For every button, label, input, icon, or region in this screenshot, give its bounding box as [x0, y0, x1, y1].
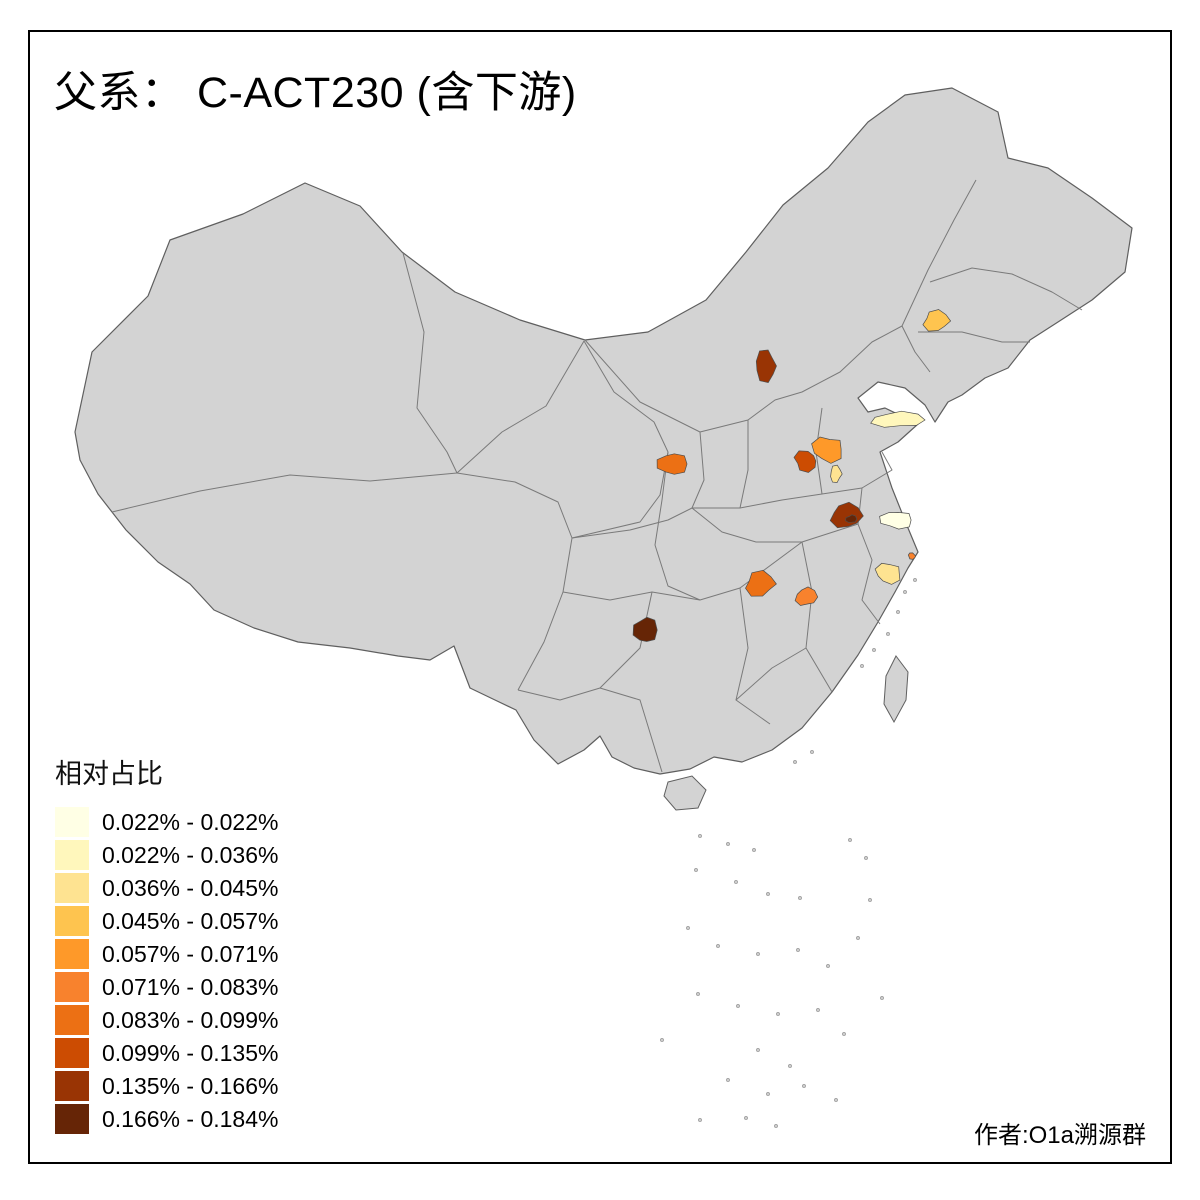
legend-title: 相对占比: [55, 759, 163, 789]
highlight-region-h2: [922, 309, 952, 332]
islet-mark: [903, 590, 907, 594]
islet-mark: [864, 856, 868, 860]
islet-mark: [872, 648, 876, 652]
islet-mark: [796, 948, 800, 952]
legend-item: 0.036% - 0.045%: [55, 873, 278, 903]
legend-item: 0.071% - 0.083%: [55, 972, 278, 1002]
credit-text: 作者:O1a溯源群: [973, 1122, 1146, 1149]
mainland-outline: [74, 87, 1133, 775]
legend-label: 0.022% - 0.036%: [102, 841, 279, 868]
highlight-region-h4: [656, 453, 688, 475]
islet-mark: [776, 1012, 780, 1016]
islet-mark: [793, 760, 797, 764]
islet-mark: [698, 834, 702, 838]
islet-mark: [896, 610, 900, 614]
highlight-region-h7: [830, 464, 843, 483]
legend-item: 0.083% - 0.099%: [55, 1005, 278, 1035]
hainan-island: [663, 775, 707, 811]
highlight-regions: [632, 309, 952, 642]
highlight-region-h12: [794, 586, 819, 606]
islet-mark: [856, 936, 860, 940]
islet-mark: [744, 1116, 748, 1120]
islet-mark: [734, 880, 738, 884]
islet-mark: [736, 1004, 740, 1008]
legend-swatch: [55, 1071, 89, 1101]
province-borders: [111, 179, 1083, 773]
islet-mark: [698, 1118, 702, 1122]
islet-mark: [880, 996, 884, 1000]
legend-swatch: [55, 873, 89, 903]
highlight-region-h13: [632, 616, 658, 642]
legend-item: 0.135% - 0.166%: [55, 1071, 278, 1101]
legend-swatch: [55, 906, 89, 936]
highlight-region-h8b: [845, 514, 858, 523]
legend-item: 0.057% - 0.071%: [55, 939, 278, 969]
highlight-region-h11: [745, 569, 777, 597]
islet-mark: [752, 848, 756, 852]
legend-swatch: [55, 972, 89, 1002]
islet-mark: [766, 892, 770, 896]
legend-label: 0.071% - 0.083%: [102, 973, 279, 1000]
legend-item: 0.022% - 0.022%: [55, 807, 278, 837]
page-title: 父系： C-ACT230 (含下游): [54, 69, 577, 117]
taiwan-island: [883, 655, 909, 724]
islet-mark: [716, 944, 720, 948]
islet-mark: [802, 1084, 806, 1088]
islet-mark: [686, 926, 690, 930]
legend-item: 0.099% - 0.135%: [55, 1038, 278, 1068]
legend-label: 0.083% - 0.099%: [102, 1006, 279, 1033]
legend-swatch: [55, 1005, 89, 1035]
legend-item: 0.166% - 0.184%: [55, 1104, 278, 1134]
islet-mark: [798, 896, 802, 900]
legend-label: 0.166% - 0.184%: [102, 1105, 279, 1132]
legend-label: 0.099% - 0.135%: [102, 1039, 279, 1066]
islet-mark: [788, 1064, 792, 1068]
highlight-region-h10: [874, 562, 901, 585]
legend-swatch: [55, 807, 89, 837]
legend-label: 0.057% - 0.071%: [102, 940, 279, 967]
legend-label: 0.045% - 0.057%: [102, 907, 279, 934]
legend-label: 0.135% - 0.166%: [102, 1072, 279, 1099]
legend-item: 0.022% - 0.036%: [55, 840, 278, 870]
islet-mark: [774, 1124, 778, 1128]
islet-mark: [694, 868, 698, 872]
legend-swatch: [55, 840, 89, 870]
islet-mark: [860, 664, 864, 668]
small-islands: [660, 578, 917, 1128]
islet-mark: [834, 1098, 838, 1102]
islet-mark: [660, 1038, 664, 1042]
highlight-region-h1: [755, 349, 777, 383]
highlight-region-h3: [870, 410, 926, 428]
highlight-region-h5: [811, 436, 842, 464]
islet-mark: [726, 842, 730, 846]
legend-swatch: [55, 1104, 89, 1134]
legend-swatch: [55, 1038, 89, 1068]
legend: 相对占比 0.022% - 0.022% 0.022% - 0.036% 0.036…: [55, 752, 278, 1137]
islet-mark: [913, 578, 917, 582]
islet-mark: [726, 1078, 730, 1082]
islet-mark: [756, 1048, 760, 1052]
highlight-region-h9: [879, 512, 912, 530]
legend-item: 0.045% - 0.057%: [55, 906, 278, 936]
islet-mark: [886, 632, 890, 636]
islet-mark: [756, 952, 760, 956]
islet-mark: [842, 1032, 846, 1036]
islet-mark: [816, 1008, 820, 1012]
legend-swatch: [55, 939, 89, 969]
islet-mark: [868, 898, 872, 902]
islet-mark: [848, 838, 852, 842]
islet-mark: [810, 750, 814, 754]
highlight-region-h10b: [907, 552, 917, 560]
legend-label: 0.022% - 0.022%: [102, 808, 279, 835]
legend-label: 0.036% - 0.045%: [102, 874, 279, 901]
legend-items: 0.022% - 0.022% 0.022% - 0.036% 0.036% - 0…: [55, 807, 278, 1134]
highlight-region-h6: [793, 450, 817, 473]
islet-mark: [696, 992, 700, 996]
islet-mark: [826, 964, 830, 968]
islet-mark: [766, 1092, 770, 1096]
